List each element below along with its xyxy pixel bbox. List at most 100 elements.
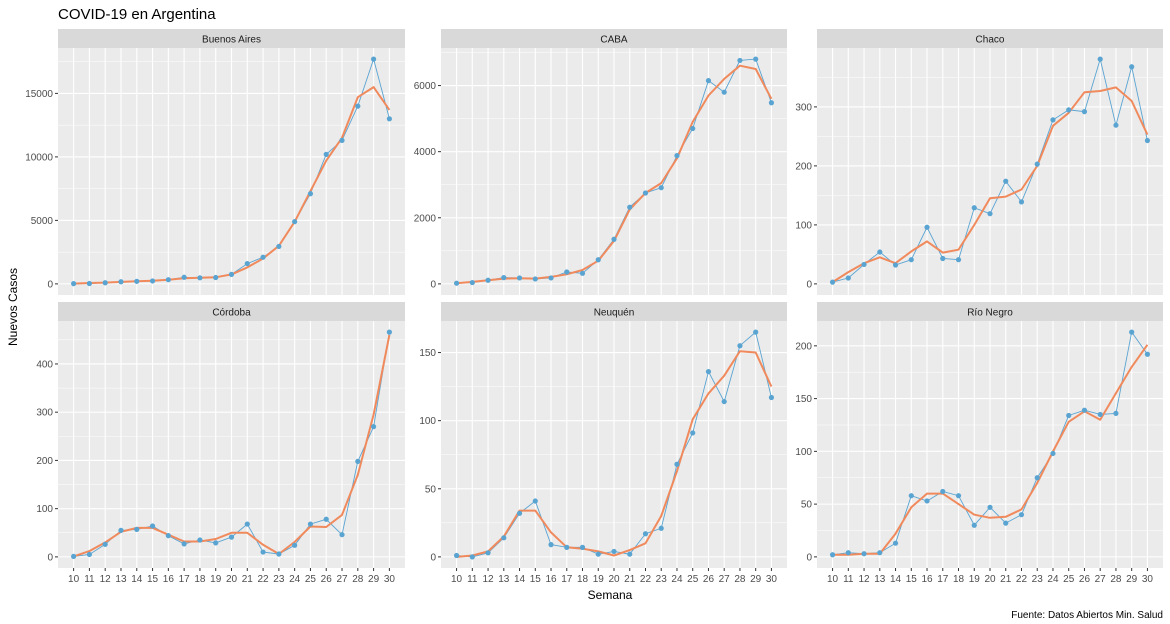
x-tick-label: 21	[624, 574, 636, 585]
x-tick-label: 11	[467, 574, 478, 585]
x-tick-label: 27	[1095, 574, 1107, 585]
data-point	[940, 488, 946, 495]
data-point	[845, 550, 851, 556]
data-point	[1144, 351, 1151, 357]
x-tick-label: 27	[336, 574, 348, 585]
data-point	[323, 151, 329, 157]
data-point	[260, 254, 266, 260]
data-point	[276, 243, 282, 250]
data-point	[971, 522, 977, 528]
x-tick-label: 11	[843, 574, 854, 585]
y-tick-label: 50	[801, 500, 813, 511]
data-point	[753, 329, 759, 335]
data-point	[1097, 56, 1103, 62]
data-point	[260, 549, 266, 555]
x-tick-label: 30	[1142, 574, 1154, 585]
x-tick-label: 13	[115, 574, 127, 585]
data-point	[908, 257, 914, 263]
data-point	[768, 394, 775, 401]
data-point	[532, 498, 538, 504]
facet-strip	[817, 29, 1163, 48]
data-point	[181, 541, 187, 547]
y-tick-label: 0	[806, 279, 812, 290]
data-point	[453, 552, 460, 559]
data-point	[469, 554, 475, 560]
x-tick-label: 19	[969, 574, 981, 585]
data-point	[861, 551, 867, 557]
y-axis-label: Nuevos Casos	[6, 268, 20, 346]
y-tick-label: 150	[795, 394, 812, 405]
x-tick-label: 24	[671, 574, 683, 585]
x-tick-label: 18	[953, 574, 965, 585]
x-tick-label: 12	[100, 574, 112, 585]
y-tick-label: 2000	[414, 213, 437, 224]
y-tick-label: 10000	[25, 152, 53, 163]
x-tick-label: 16	[545, 574, 557, 585]
data-point	[1050, 450, 1056, 457]
x-tick-label: 22	[1016, 574, 1028, 585]
data-point	[118, 527, 124, 533]
data-point	[548, 542, 554, 548]
data-point	[485, 277, 491, 283]
x-tick-label: 13	[498, 574, 510, 585]
x-tick-label: 17	[561, 574, 573, 585]
data-point	[102, 280, 108, 286]
data-point	[292, 542, 298, 548]
data-point	[244, 260, 250, 267]
data-point	[323, 516, 329, 522]
data-point	[501, 275, 507, 281]
data-point	[877, 550, 883, 556]
data-point	[1129, 64, 1135, 70]
data-point	[737, 343, 743, 349]
y-tick-label: 400	[36, 359, 53, 370]
data-point	[737, 57, 743, 64]
data-point	[355, 458, 361, 464]
facet-strip-label: Córdoba	[212, 308, 251, 319]
x-tick-label: 28	[734, 574, 746, 585]
data-point	[1003, 178, 1009, 184]
data-point	[386, 116, 392, 122]
y-tick-label: 4000	[414, 147, 437, 158]
y-tick-label: 200	[795, 161, 812, 172]
data-point	[228, 534, 235, 540]
data-point	[908, 493, 914, 499]
data-point	[674, 153, 680, 159]
x-tick-label: 12	[482, 574, 494, 585]
data-point	[924, 498, 930, 504]
data-point	[165, 277, 171, 283]
panel-rio-negro: Río Negro 0 50 100 150 200 10 11 12 13 14 15 16 17 18 1…	[795, 302, 1163, 585]
data-point	[611, 236, 617, 242]
data-point	[658, 185, 664, 191]
x-tick-label: 29	[750, 574, 762, 585]
data-point	[721, 398, 727, 405]
data-point	[579, 270, 586, 276]
data-point	[469, 279, 475, 286]
data-point	[134, 526, 140, 532]
data-point	[987, 504, 993, 510]
facet-strip	[441, 302, 787, 321]
data-point	[829, 279, 836, 285]
panel-buenos-aires: Buenos Aires 0 5000 10000 15000	[25, 29, 405, 295]
data-point	[71, 553, 77, 560]
data-point	[71, 281, 77, 287]
data-point	[579, 544, 586, 550]
data-point	[149, 278, 156, 284]
data-point	[118, 279, 124, 285]
x-tick-label: 22	[258, 574, 270, 585]
x-tick-label: 18	[577, 574, 589, 585]
x-tick-label: 16	[921, 574, 933, 585]
source-caption: Fuente: Datos Abiertos Min. Salud	[1011, 610, 1163, 621]
data-point	[595, 257, 601, 263]
x-tick-label: 21	[1000, 574, 1012, 585]
y-tick-label: 0	[47, 552, 53, 563]
y-tick-label: 0	[430, 552, 436, 563]
series-line-smoothed	[832, 86, 1149, 283]
x-tick-label: 30	[384, 574, 396, 585]
data-point	[971, 205, 977, 211]
data-point	[1066, 107, 1072, 113]
data-point	[1050, 117, 1056, 123]
data-point	[165, 533, 171, 539]
data-point	[1144, 137, 1151, 144]
data-point	[892, 540, 899, 546]
